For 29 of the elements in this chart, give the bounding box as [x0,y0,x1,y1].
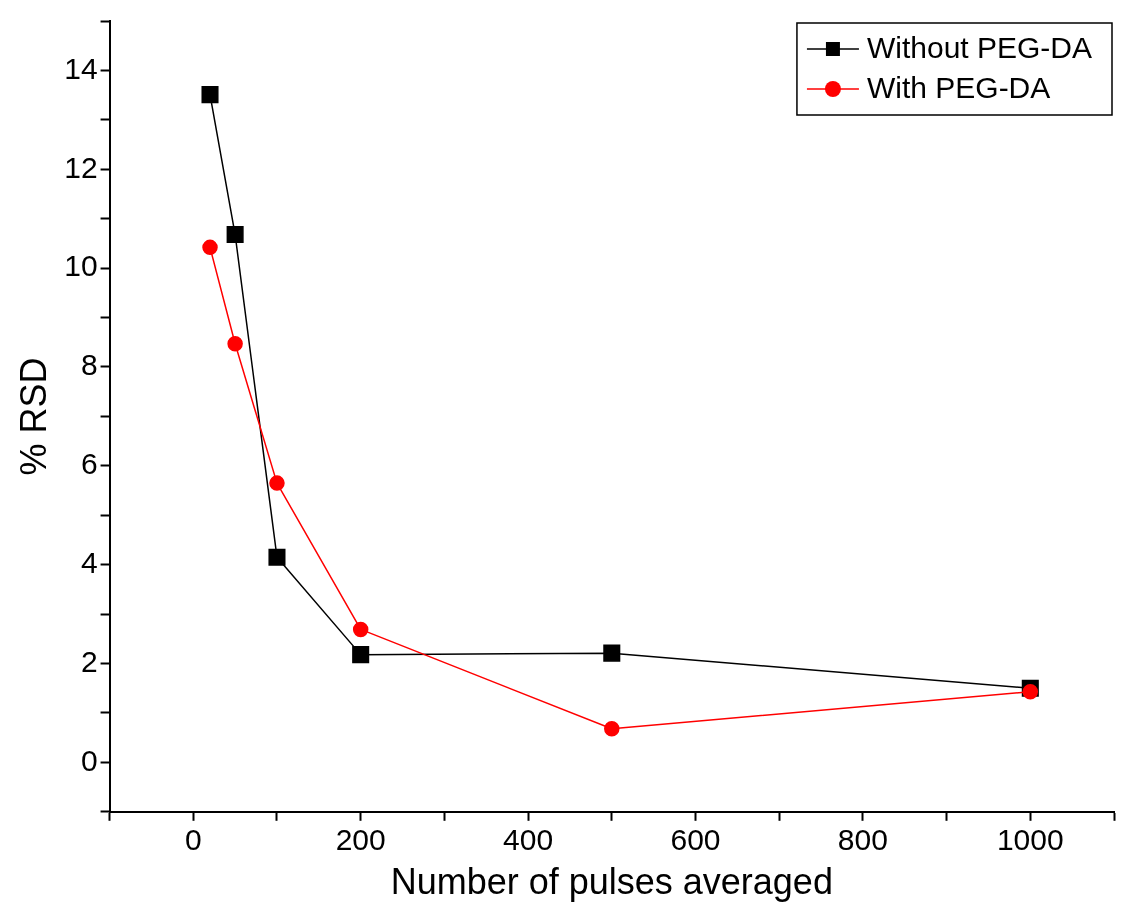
y-tick-label: 8 [80,348,98,382]
point [268,548,286,566]
x-tick-label: 800 [837,823,888,857]
y-tick-label: 6 [80,447,98,481]
point [604,721,620,737]
y-tick-label: 14 [64,51,98,85]
y-tick-label: 10 [64,249,98,283]
point [202,239,218,256]
point [226,225,244,244]
point [269,475,285,491]
point [352,646,370,664]
point [603,644,621,662]
point [352,621,369,638]
y-tick-label: 12 [64,150,98,184]
x-tick-label: 0 [184,823,202,857]
legend-label: Without PEG-DA [866,31,1092,65]
y-tick-label: 2 [80,644,98,678]
x-tick-label: 400 [503,823,554,857]
x-tick-label: 200 [335,823,386,857]
y-tick-label: 4 [80,545,98,579]
x-tick-label: 600 [670,823,721,857]
point [201,86,219,104]
y-axis-title: % RSD [12,357,54,476]
x-tick-label: 1000 [996,823,1064,857]
point [1022,683,1039,700]
legend-label: With PEG-DA [866,71,1051,105]
point [227,336,243,352]
y-tick-label: 0 [80,743,98,777]
x-axis-title: Number of pulses averaged [390,861,833,903]
